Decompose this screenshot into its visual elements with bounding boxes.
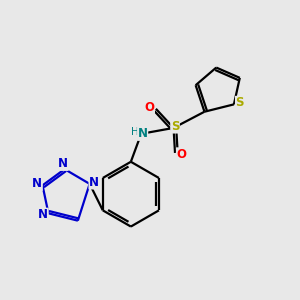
Text: S: S (236, 96, 244, 110)
Text: N: N (138, 127, 148, 140)
Text: H: H (131, 127, 139, 137)
Text: S: S (171, 120, 179, 133)
Text: N: N (89, 176, 99, 189)
Text: N: N (32, 177, 42, 190)
Text: N: N (58, 157, 68, 170)
Text: O: O (176, 148, 187, 161)
Text: O: O (144, 101, 154, 114)
Text: N: N (38, 208, 48, 221)
